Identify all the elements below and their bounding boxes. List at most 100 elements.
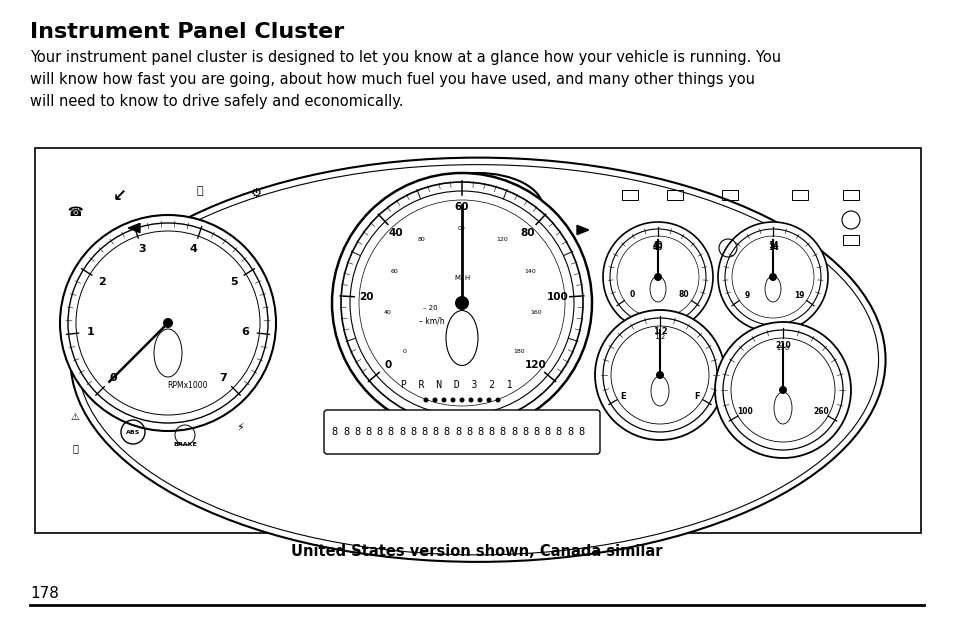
Text: BRAKE: BRAKE bbox=[172, 443, 196, 448]
Text: 8: 8 bbox=[533, 427, 539, 437]
Text: ↙: ↙ bbox=[113, 187, 127, 205]
Ellipse shape bbox=[415, 175, 540, 241]
Bar bbox=[721, 190, 738, 200]
Text: 14: 14 bbox=[767, 242, 778, 251]
Text: 80: 80 bbox=[520, 228, 535, 238]
Text: ☎: ☎ bbox=[67, 207, 83, 219]
Circle shape bbox=[768, 273, 776, 281]
Text: 8: 8 bbox=[466, 427, 472, 437]
Text: 120: 120 bbox=[524, 360, 546, 370]
Text: 100: 100 bbox=[737, 408, 752, 417]
Text: ⚠: ⚠ bbox=[71, 412, 79, 422]
Text: 8: 8 bbox=[578, 427, 584, 437]
Text: RPMx1000: RPMx1000 bbox=[168, 380, 208, 389]
Text: ⚡: ⚡ bbox=[236, 423, 244, 433]
Text: 0: 0 bbox=[109, 373, 116, 383]
Text: 0: 0 bbox=[629, 290, 635, 300]
Circle shape bbox=[468, 398, 473, 403]
Text: 8: 8 bbox=[421, 427, 427, 437]
Text: 8: 8 bbox=[488, 427, 495, 437]
Text: 40: 40 bbox=[652, 242, 662, 251]
Text: 40: 40 bbox=[389, 228, 403, 238]
Text: 8: 8 bbox=[521, 427, 528, 437]
Text: 8: 8 bbox=[388, 427, 394, 437]
Text: ABS: ABS bbox=[126, 429, 140, 434]
Text: 8: 8 bbox=[376, 427, 382, 437]
Polygon shape bbox=[129, 223, 140, 233]
Circle shape bbox=[459, 398, 464, 403]
Text: 8: 8 bbox=[398, 427, 405, 437]
Bar bbox=[842, 190, 858, 200]
Bar bbox=[842, 235, 858, 245]
Circle shape bbox=[602, 222, 712, 332]
Ellipse shape bbox=[446, 310, 477, 366]
Text: 160: 160 bbox=[530, 310, 541, 315]
Circle shape bbox=[654, 273, 661, 281]
Text: 180: 180 bbox=[513, 349, 525, 354]
Bar bbox=[666, 190, 682, 200]
Text: 8: 8 bbox=[455, 427, 461, 437]
Text: 8: 8 bbox=[410, 427, 416, 437]
Text: 2: 2 bbox=[98, 277, 106, 286]
Text: 60: 60 bbox=[390, 269, 397, 274]
Bar bbox=[791, 190, 807, 200]
Text: 210: 210 bbox=[774, 342, 790, 350]
Circle shape bbox=[332, 173, 592, 433]
Text: Instrument Panel Cluster: Instrument Panel Cluster bbox=[30, 22, 344, 42]
Ellipse shape bbox=[764, 276, 781, 302]
Text: 8: 8 bbox=[476, 427, 483, 437]
Text: 60: 60 bbox=[455, 202, 469, 212]
Text: 8: 8 bbox=[443, 427, 450, 437]
Circle shape bbox=[450, 398, 455, 403]
Text: United States version shown, Canada similar: United States version shown, Canada simi… bbox=[291, 544, 662, 560]
Circle shape bbox=[423, 398, 428, 403]
Circle shape bbox=[163, 318, 172, 328]
Polygon shape bbox=[577, 225, 588, 235]
Circle shape bbox=[495, 398, 500, 403]
Circle shape bbox=[718, 222, 827, 332]
Text: 1|2: 1|2 bbox=[652, 328, 667, 336]
Text: 3: 3 bbox=[138, 244, 146, 254]
Text: 80: 80 bbox=[678, 290, 688, 300]
Text: 8: 8 bbox=[332, 427, 337, 437]
Text: 0: 0 bbox=[384, 360, 392, 370]
Text: 40: 40 bbox=[652, 242, 662, 251]
Text: 20: 20 bbox=[358, 293, 373, 303]
Text: 14: 14 bbox=[767, 240, 778, 249]
Text: 19: 19 bbox=[793, 291, 803, 300]
Text: 8: 8 bbox=[544, 427, 550, 437]
Text: 8: 8 bbox=[354, 427, 360, 437]
Text: 4: 4 bbox=[190, 244, 197, 254]
Bar bbox=[621, 190, 638, 200]
Text: F: F bbox=[694, 392, 700, 401]
Circle shape bbox=[455, 296, 469, 310]
Text: 8: 8 bbox=[511, 427, 517, 437]
Ellipse shape bbox=[773, 392, 791, 424]
Ellipse shape bbox=[649, 276, 665, 302]
Text: 8: 8 bbox=[365, 427, 372, 437]
Text: 260: 260 bbox=[812, 408, 828, 417]
Circle shape bbox=[432, 398, 437, 403]
Text: – km/h: – km/h bbox=[418, 317, 444, 326]
Text: 6: 6 bbox=[241, 327, 249, 336]
Text: 9: 9 bbox=[743, 291, 749, 300]
Text: M: M bbox=[454, 275, 459, 281]
Circle shape bbox=[779, 386, 786, 394]
Text: 5: 5 bbox=[230, 277, 237, 286]
Text: 8: 8 bbox=[566, 427, 573, 437]
Circle shape bbox=[595, 310, 724, 440]
Text: Your instrument panel cluster is designed to let you know at a glance how your v: Your instrument panel cluster is designe… bbox=[30, 50, 781, 109]
Text: 8: 8 bbox=[343, 427, 349, 437]
Circle shape bbox=[477, 398, 482, 403]
Text: P  R  N  D  3  2  1: P R N D 3 2 1 bbox=[401, 380, 513, 390]
Text: 🚶: 🚶 bbox=[72, 443, 78, 453]
Text: – 20: – 20 bbox=[422, 305, 436, 311]
Text: 1: 1 bbox=[87, 327, 94, 336]
Text: 100: 100 bbox=[546, 293, 568, 303]
Circle shape bbox=[486, 398, 491, 403]
Text: 140: 140 bbox=[523, 269, 536, 274]
Text: 1/2: 1/2 bbox=[654, 334, 665, 340]
Circle shape bbox=[656, 371, 663, 379]
Text: 🔒: 🔒 bbox=[196, 186, 203, 196]
Text: 210: 210 bbox=[776, 345, 789, 351]
